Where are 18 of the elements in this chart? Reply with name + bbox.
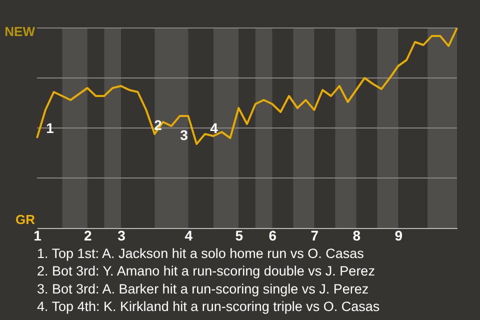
annotation: 1 (46, 120, 54, 136)
text: 1. Top 1st: A. Jackson hit a solo home run vs O. Casas (37, 246, 364, 261)
text: 4. Top 4th: K. Kirkland hit a run-scoring triple vs O. Casas (37, 299, 380, 314)
annotation: 3 (180, 127, 188, 143)
text: 2. Bot 3rd: Y. Amano hit a run-scoring double vs J. Perez (37, 264, 376, 279)
x-tick-label: 8 (352, 228, 361, 244)
x-tick-label: 1 (34, 228, 42, 244)
text: 3. Bot 3rd: A. Barker hit a run-scoring single vs J. Perez (37, 281, 369, 296)
x-tick-label: 9 (394, 228, 403, 244)
x-tick-label: 2 (84, 228, 92, 244)
x-tick-label: 6 (268, 228, 277, 244)
x-tick-label: 7 (310, 228, 319, 244)
x-tick-label: 3 (118, 228, 126, 244)
x-tick-label: 5 (235, 228, 244, 244)
text: GR (16, 212, 36, 227)
text: NEW (4, 24, 36, 39)
annotation: 4 (210, 120, 218, 136)
x-tick-label: 4 (184, 228, 193, 244)
